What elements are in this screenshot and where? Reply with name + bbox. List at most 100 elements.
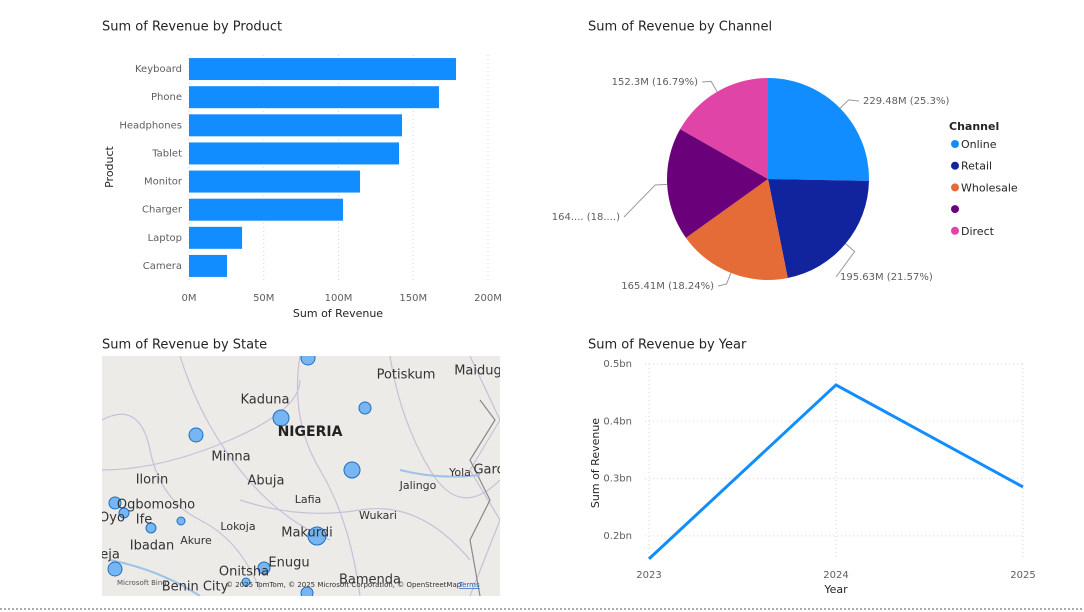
- map-roads: [102, 356, 500, 596]
- pie-slice: [667, 129, 768, 238]
- y-axis-title: Product: [103, 145, 116, 187]
- leader-line: [623, 183, 668, 218]
- legend-marker: [951, 183, 959, 192]
- place-label: Ife: [136, 513, 152, 528]
- place-label: Ogbomosho: [117, 498, 195, 513]
- leader-line: [839, 99, 860, 109]
- map-bubble: [118, 507, 130, 519]
- bar: [189, 170, 361, 193]
- x-tick-label: 2024: [823, 570, 848, 581]
- map-bubble: [300, 586, 314, 596]
- y-axis-title: Sum of Revenue: [589, 418, 602, 508]
- place-label: Oyo: [99, 511, 125, 526]
- place-label: Bamenda: [339, 573, 401, 588]
- y-tick-label: 0.5bn: [603, 359, 632, 370]
- leader-line: [701, 80, 718, 92]
- place-label: Ibadan: [130, 539, 175, 554]
- map-bubble: [257, 561, 271, 575]
- bar: [189, 58, 457, 81]
- chart-title: Sum of Revenue by Year: [588, 338, 747, 353]
- pie-slice: [680, 78, 768, 179]
- map-bubble: [343, 461, 361, 479]
- place-label: Onitsha: [219, 565, 269, 580]
- x-tick-label: 200M: [474, 293, 502, 304]
- data-label: 152.3M (16.79%): [612, 77, 698, 88]
- legend-marker: [951, 161, 959, 170]
- y-tick-label: 0.3bn: [603, 474, 632, 485]
- line: [647, 383, 1024, 560]
- x-tick-label: 2023: [636, 570, 661, 581]
- bar: [189, 86, 439, 109]
- bar: [189, 114, 403, 137]
- map-bubble: [300, 356, 316, 366]
- map-border: [469, 399, 496, 596]
- map-bubble: [176, 516, 186, 526]
- bar: [189, 254, 227, 277]
- place-label: Enugu: [268, 556, 309, 571]
- y-tick-label: 0.4bn: [603, 416, 632, 427]
- map-terms[interactable]: Terms: [458, 581, 480, 589]
- map: Potiskum Maidug Kaduna NIGERIA Minna Abuja Ilo…: [99, 356, 504, 596]
- map-bubble: [107, 561, 123, 577]
- place-label: Garo: [473, 463, 504, 478]
- chart-title: Sum of Revenue by Product: [102, 20, 282, 35]
- legend-marker: [951, 140, 959, 148]
- map-bubble: [188, 427, 204, 443]
- x-axis-title: Year: [823, 583, 848, 596]
- leader-line: [717, 272, 732, 287]
- x-tick-label: 2025: [1010, 570, 1035, 581]
- y-tick-label: Keyboard: [135, 64, 182, 75]
- leader-line: [835, 243, 856, 278]
- map-river: [109, 469, 481, 596]
- x-tick-label: 150M: [399, 293, 427, 304]
- map-bubble: [241, 577, 251, 587]
- x-tick-label: 0M: [182, 293, 197, 304]
- y-tick-label: Headphones: [119, 120, 182, 131]
- x-tick-label: 50M: [253, 293, 274, 304]
- place-label: Lokoja: [220, 520, 255, 533]
- bar: [189, 198, 343, 221]
- map-bubble: [272, 409, 290, 427]
- map-bubble: [358, 401, 372, 415]
- map-brand: Microsoft Bing: [117, 579, 167, 587]
- legend-label: Online: [961, 138, 997, 151]
- y-tick-label: 0.2bn: [603, 531, 632, 542]
- pie-slice: [768, 179, 869, 279]
- map-bubble: [108, 496, 122, 510]
- legend-label: Wholesale: [961, 181, 1018, 194]
- y-tick-label: Laptop: [148, 233, 182, 244]
- pie-slice: [685, 179, 788, 280]
- y-tick-label: Tablet: [151, 148, 182, 159]
- map-bubble: [145, 522, 157, 534]
- legend-label: Retail: [961, 160, 992, 173]
- map-bubbles: [107, 356, 372, 596]
- y-tick-label: Phone: [151, 92, 182, 103]
- place-label: Kaduna: [241, 393, 290, 408]
- bar: [189, 226, 243, 249]
- place-label: Minna: [211, 450, 250, 465]
- place-label: Akure: [180, 534, 212, 547]
- map-attribution: © 2025 TomTom, © 2025 Microsoft Corporat…: [226, 581, 462, 589]
- pie-slice: [768, 78, 869, 181]
- chart-title: Sum of Revenue by Channel: [588, 20, 772, 35]
- place-label: Ilorin: [136, 473, 169, 488]
- y-tick-label: Camera: [143, 261, 182, 272]
- bar: [189, 142, 400, 165]
- place-label: Benin City: [162, 580, 229, 595]
- x-axis-title: Sum of Revenue: [293, 307, 383, 320]
- place-label: NIGERIA: [278, 424, 343, 440]
- data-label: 165.41M (18.24%): [621, 281, 714, 292]
- place-label: Lafia: [295, 493, 322, 506]
- legend-marker: [951, 205, 959, 214]
- data-label: 229.48M (25.3%): [863, 96, 949, 107]
- chart-title: Sum of Revenue by State: [102, 338, 267, 353]
- map-bubble: [307, 526, 327, 546]
- y-tick-label: Charger: [142, 205, 183, 216]
- data-label: 195.63M (21.57%): [840, 272, 933, 283]
- x-tick-label: 100M: [325, 293, 353, 304]
- map-labels: Potiskum Maidug Kaduna NIGERIA Minna Abuja Ilo…: [99, 364, 504, 595]
- place-label: Yola: [448, 466, 471, 479]
- place-label: Jalingo: [399, 479, 437, 492]
- place-label: Abuja: [248, 474, 285, 489]
